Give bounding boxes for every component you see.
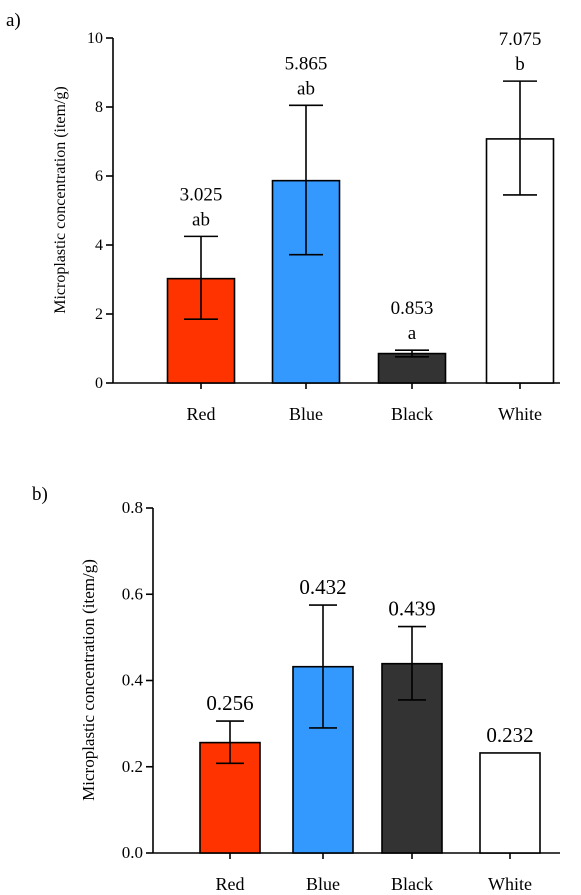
y-tick-label: 8 [95, 99, 103, 116]
x-tick-label: Black [391, 404, 433, 424]
x-tick-label: Red [216, 874, 245, 894]
y-tick-label: 6 [95, 168, 103, 185]
y-tick-label: 0.2 [122, 757, 143, 776]
x-tick-label: White [488, 874, 532, 894]
y-axis-title: Microplastic concentration (item/g) [79, 559, 98, 801]
bar-white [479, 752, 541, 854]
value-label: 0.853 [391, 298, 434, 319]
y-tick-label: 0.8 [122, 498, 143, 517]
y-tick-label: 0.4 [122, 671, 144, 690]
group-letter: a [408, 323, 417, 344]
x-tick-label: Black [391, 874, 433, 894]
y-tick-label: 2 [95, 306, 103, 323]
value-label: 0.256 [206, 691, 253, 715]
x-tick-label: Blue [306, 874, 340, 894]
y-tick-label: 10 [87, 30, 103, 47]
chart-panel-b: b) Microplastic concentration (item/g) 0.0… [32, 484, 560, 894]
x-tick-label: White [498, 404, 542, 424]
y-tick-label: 0.6 [122, 584, 143, 603]
group-letter: b [515, 54, 525, 75]
value-label: 7.075 [499, 29, 542, 50]
group-letter: ab [192, 209, 210, 230]
x-tick-label: Red [187, 404, 216, 424]
chart-panel-a: a) Microplastic concentration (item/g) 0 2 4… [6, 10, 560, 424]
group-letter: ab [297, 78, 315, 99]
bar-black [377, 352, 447, 384]
x-tick-label: Blue [289, 404, 323, 424]
value-label: 5.865 [285, 53, 328, 74]
y-tick-label: 0 [95, 375, 103, 392]
value-label: 0.232 [486, 723, 533, 747]
y-axis-title: Microplastic concentration (item/g) [52, 86, 69, 313]
y-tick-label: 4 [95, 237, 103, 254]
panel-label: b) [32, 484, 48, 505]
value-label: 3.025 [180, 184, 223, 205]
value-label: 0.439 [388, 597, 435, 621]
y-tick-label: 0.0 [122, 843, 143, 862]
value-label: 0.432 [299, 575, 346, 599]
panel-label: a) [6, 10, 21, 31]
